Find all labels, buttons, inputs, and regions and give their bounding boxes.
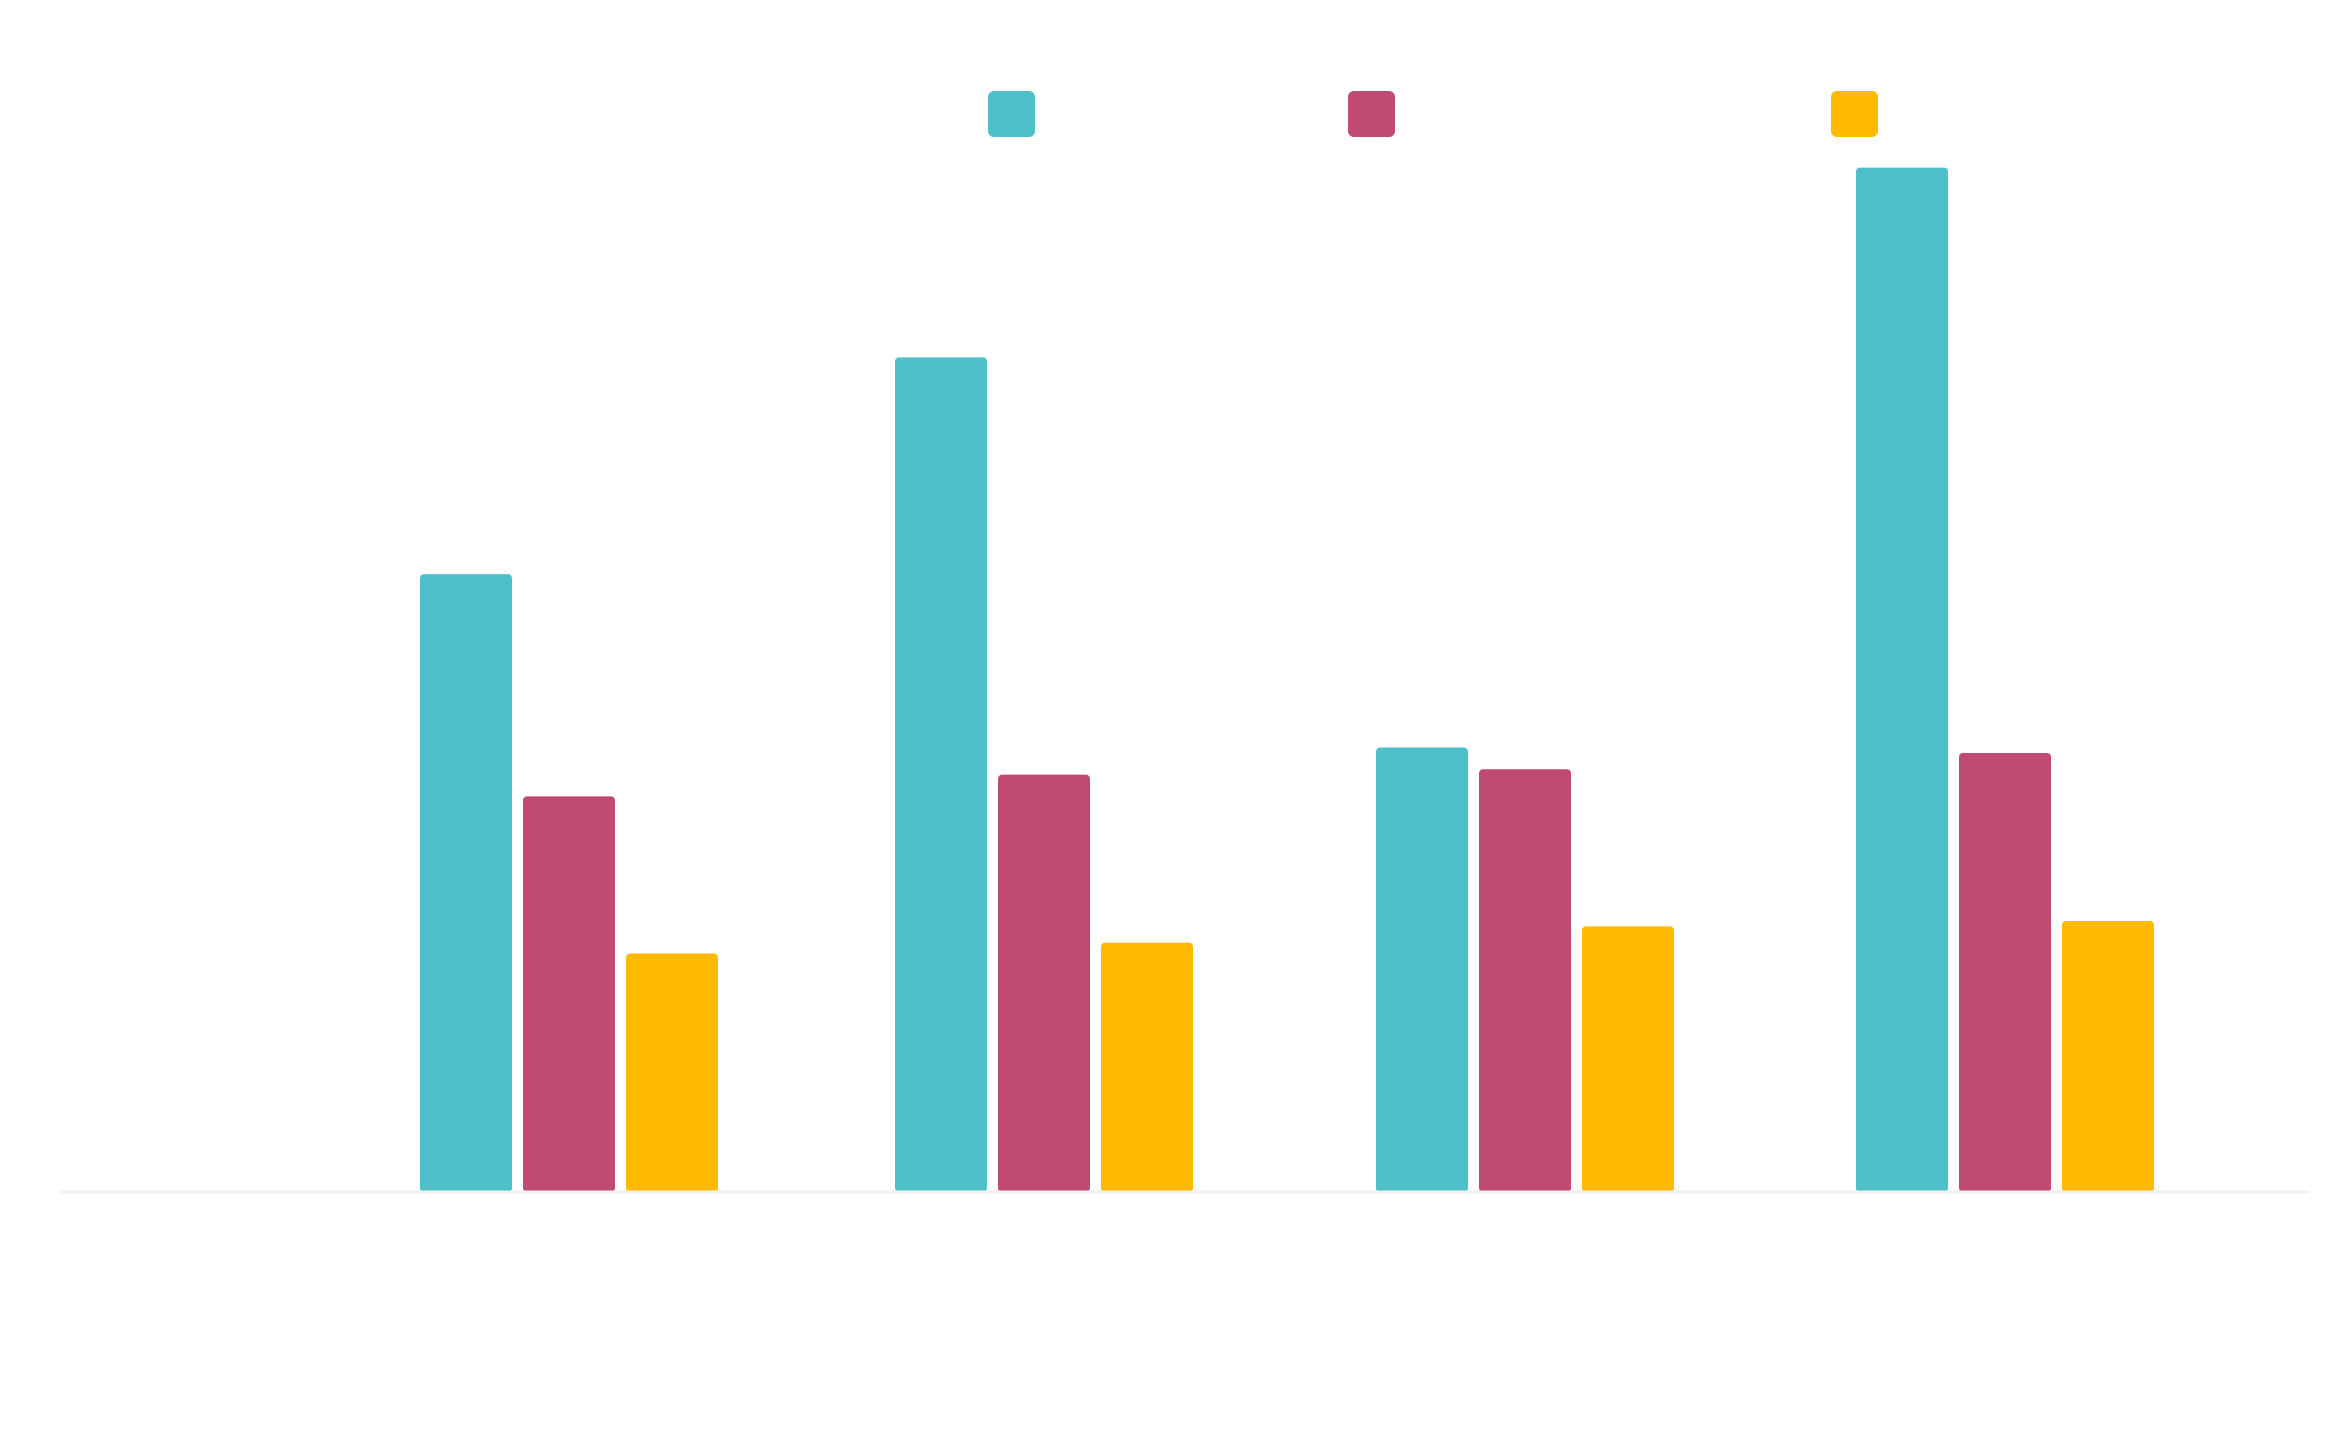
bar-series1-group3 xyxy=(1376,747,1468,1192)
bar-series2-group2 xyxy=(998,774,1090,1192)
bar-series1-group1 xyxy=(420,574,512,1192)
bars-group xyxy=(420,167,2154,1192)
bar-series3-group3 xyxy=(1582,926,1674,1192)
bar-series2-group1 xyxy=(523,796,615,1192)
bar-series1-group4 xyxy=(1856,167,1948,1192)
legend-swatch-series3 xyxy=(1831,91,1878,137)
legend xyxy=(988,91,1878,137)
legend-swatch-series2 xyxy=(1348,91,1395,137)
legend-swatch-series1 xyxy=(988,91,1035,137)
bar-series2-group3 xyxy=(1479,769,1571,1192)
bar-series3-group1 xyxy=(626,953,718,1192)
bar-series2-group4 xyxy=(1959,752,2051,1192)
bar-series1-group2 xyxy=(895,357,987,1192)
bar-series3-group2 xyxy=(1101,942,1193,1192)
bar-series3-group4 xyxy=(2062,921,2154,1192)
